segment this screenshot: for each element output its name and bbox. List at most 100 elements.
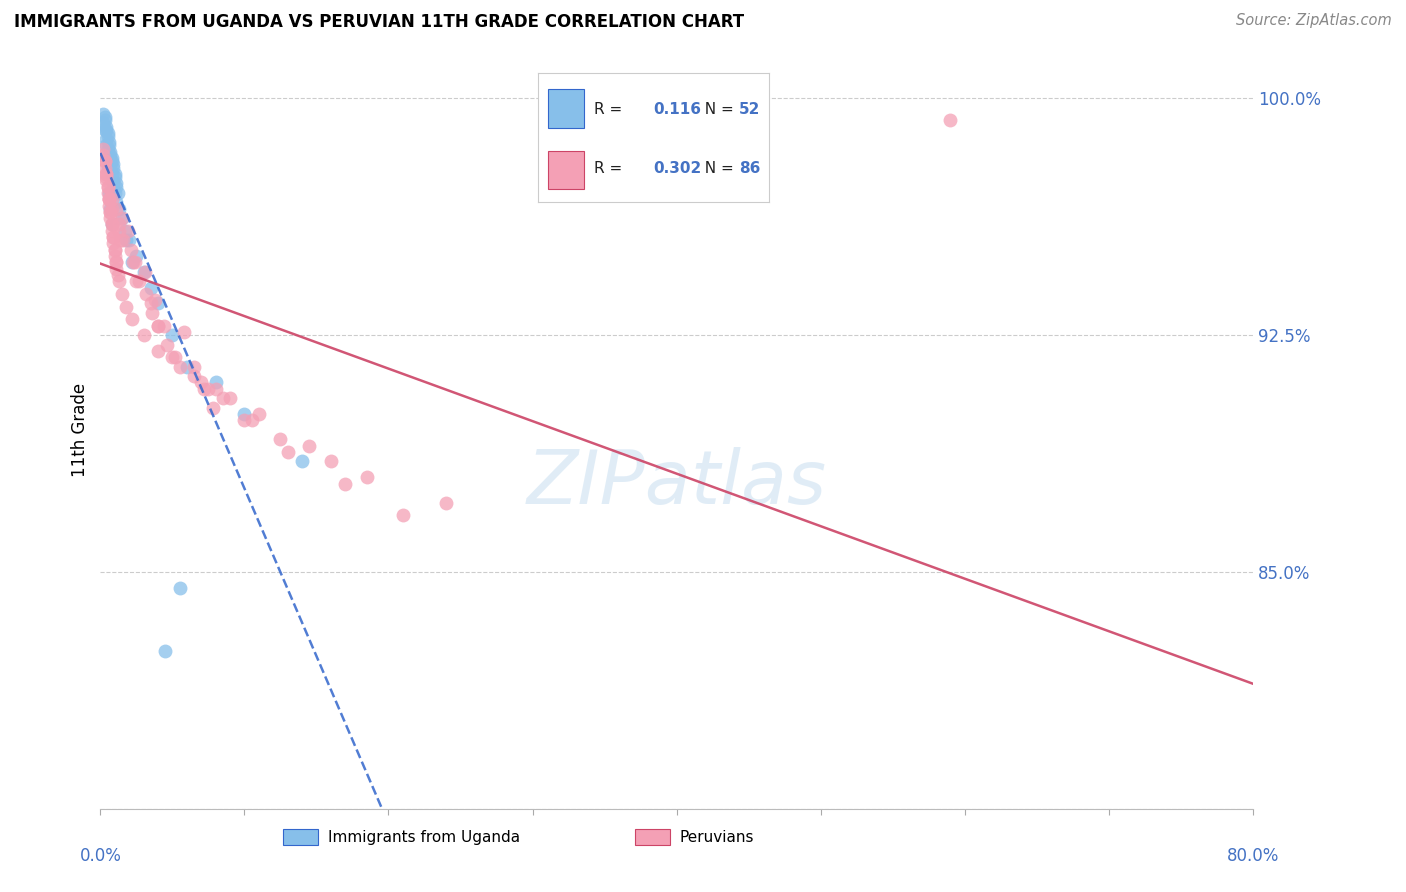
Point (98, 192, 121, 206)
Point (277, 445, 299, 459)
Point (105, 255, 128, 269)
Point (105, 177, 128, 191)
Point (939, 113, 962, 128)
Point (141, 306, 163, 320)
Point (121, 255, 143, 269)
Point (156, 337, 179, 351)
Point (139, 296, 162, 310)
Point (120, 243, 142, 257)
Point (104, 243, 127, 257)
Point (91, 107, 114, 121)
Point (96, 161, 118, 175)
Point (204, 376, 226, 390)
Point (162, 350, 184, 364)
Point (190, 376, 212, 390)
Point (135, 287, 157, 301)
Point (104, 167, 127, 181)
Point (169, 359, 191, 374)
Point (107, 186, 129, 200)
Point (125, 274, 148, 288)
Point (118, 233, 141, 247)
Text: Peruvians: Peruvians (679, 830, 754, 845)
Point (93, 154, 115, 169)
Point (98, 138, 121, 153)
Point (103, 230, 125, 244)
Point (291, 454, 314, 468)
Point (201, 401, 224, 415)
Point (298, 439, 321, 453)
Point (96, 179, 118, 194)
Point (94, 167, 117, 181)
Point (98, 192, 121, 206)
Point (111, 211, 134, 226)
Point (165, 350, 187, 364)
Point (101, 218, 124, 232)
Point (103, 236, 125, 251)
Point (100, 202, 122, 216)
Point (112, 233, 135, 247)
Point (101, 167, 124, 181)
Point (240, 413, 263, 427)
Point (104, 170, 127, 185)
Point (108, 202, 131, 216)
Point (105, 202, 128, 216)
Text: Source: ZipAtlas.com: Source: ZipAtlas.com (1236, 13, 1392, 29)
Point (146, 318, 169, 333)
Point (233, 413, 256, 427)
Point (121, 312, 143, 326)
Point (93, 122, 115, 136)
Point (104, 186, 127, 200)
Point (233, 407, 256, 421)
Point (103, 161, 125, 175)
Point (114, 224, 136, 238)
Point (96, 142, 118, 156)
Point (392, 508, 415, 523)
Point (146, 296, 169, 310)
Point (101, 218, 124, 232)
Point (111, 287, 134, 301)
Point (93, 161, 115, 175)
Point (132, 265, 155, 279)
Point (152, 318, 174, 333)
Point (104, 249, 127, 263)
Point (110, 233, 132, 247)
Point (101, 154, 124, 169)
Point (111, 211, 134, 226)
Point (117, 224, 139, 238)
Point (96, 179, 118, 194)
Point (219, 391, 242, 405)
Point (96, 128, 118, 143)
Point (162, 328, 184, 343)
Point (94, 173, 117, 187)
Point (204, 382, 226, 396)
Point (94, 120, 117, 134)
Point (103, 157, 125, 171)
Point (100, 157, 122, 171)
Text: ZIPatlas: ZIPatlas (526, 447, 827, 519)
Point (98, 192, 121, 206)
Point (98, 151, 121, 165)
Point (101, 218, 124, 232)
Point (107, 268, 129, 282)
Point (94, 170, 117, 185)
Point (93, 110, 115, 124)
Point (183, 359, 205, 374)
Point (193, 382, 215, 396)
Point (132, 328, 155, 343)
Point (94, 122, 117, 136)
Point (100, 145, 122, 159)
Point (183, 369, 205, 384)
Point (91, 148, 114, 162)
Point (105, 195, 128, 210)
Point (143, 293, 166, 308)
Point (247, 407, 270, 421)
Point (94, 138, 117, 153)
Point (173, 325, 195, 339)
Point (100, 148, 122, 162)
Point (96, 126, 118, 140)
Point (356, 470, 378, 484)
Y-axis label: 11th Grade: 11th Grade (72, 383, 89, 477)
Point (98, 186, 121, 200)
Point (96, 186, 118, 200)
Point (139, 280, 162, 294)
